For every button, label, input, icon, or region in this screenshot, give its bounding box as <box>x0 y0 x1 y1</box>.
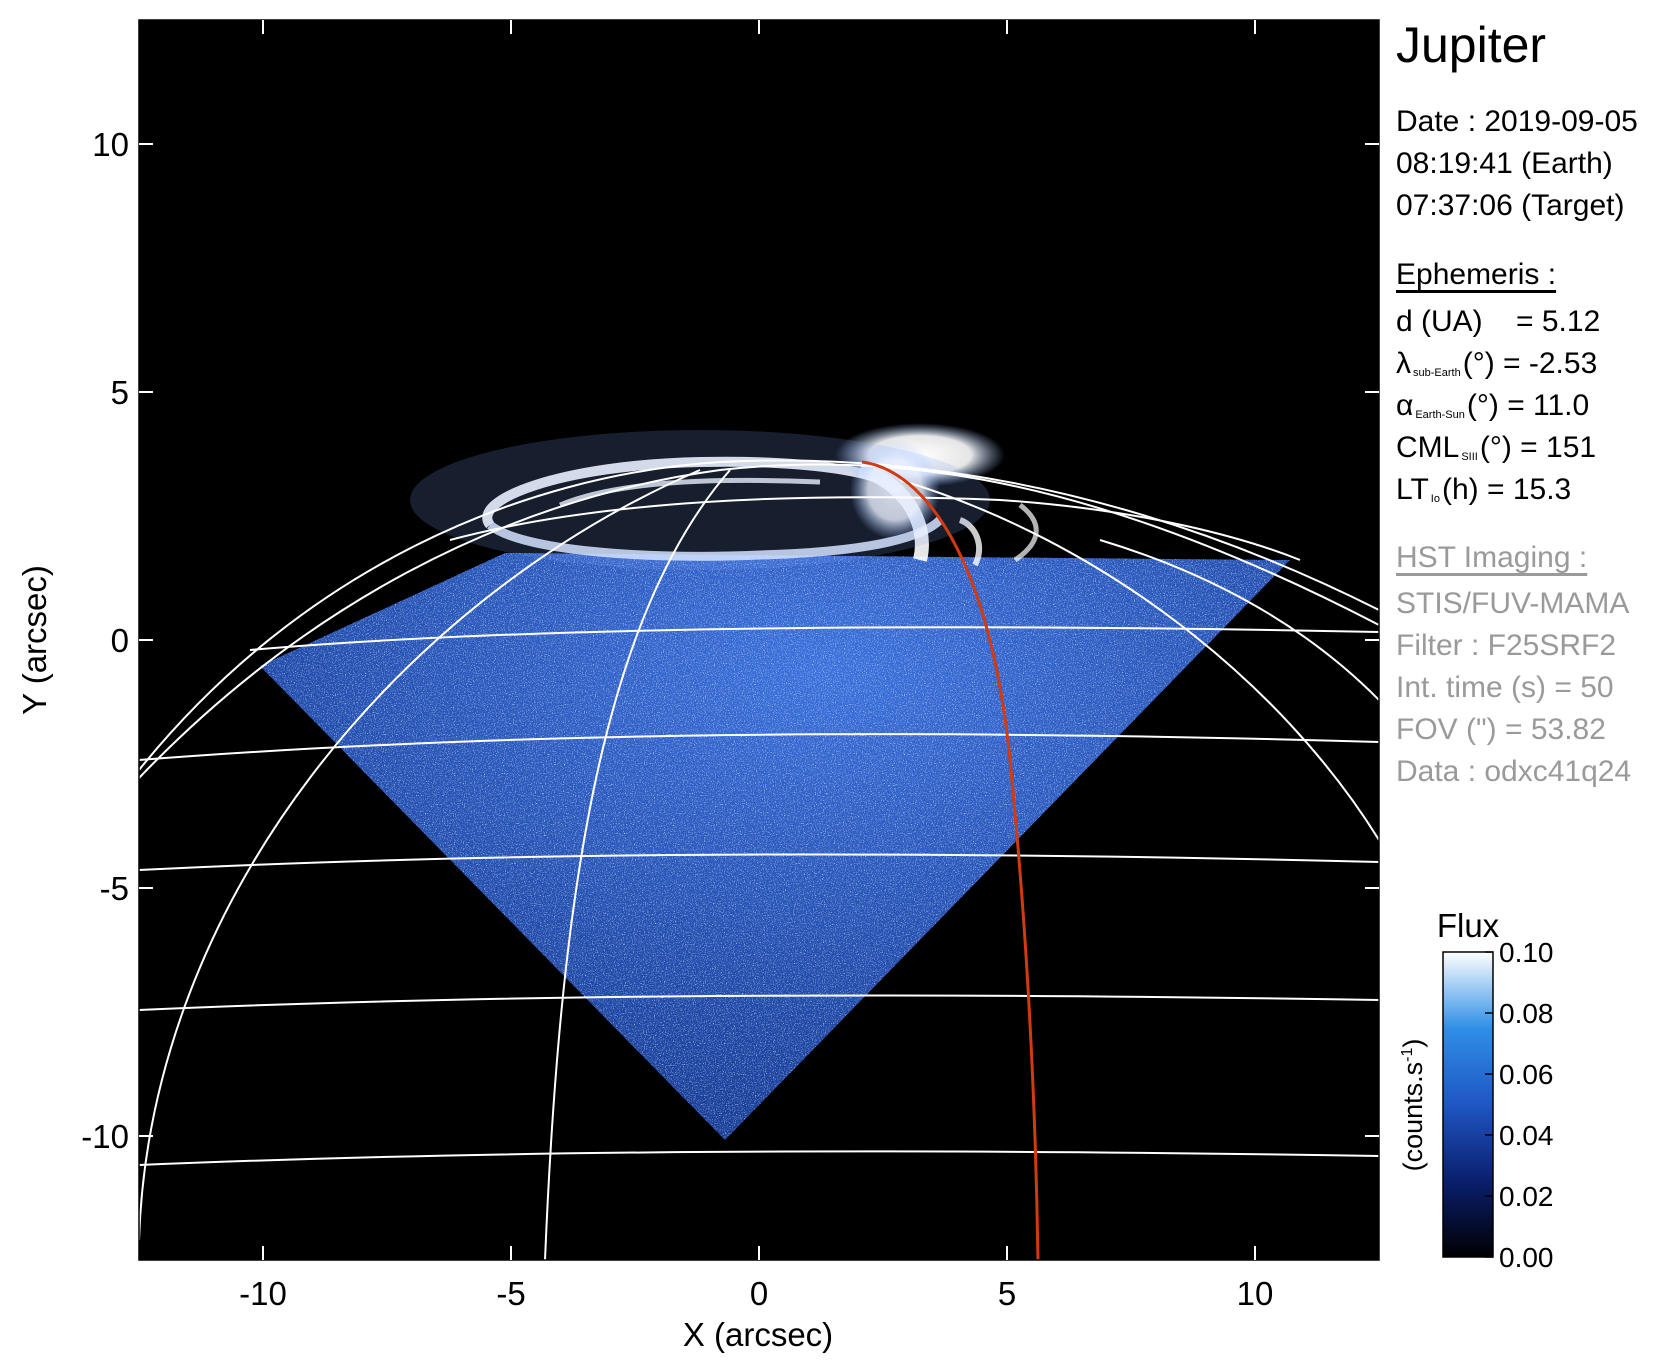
y-tick-label: -10 <box>81 1118 129 1155</box>
imaging-integration-time: Int. time (s) = 50 <box>1396 671 1614 704</box>
cml-subscript: SIII <box>1461 451 1478 463</box>
y-axis-label: Y (arcsec) <box>16 565 53 715</box>
ephemeris-cml: CML SIII(°) = 151 <box>1396 431 1596 465</box>
x-tick-label: -10 <box>239 1275 287 1312</box>
io-footprint-curve <box>861 460 1040 1260</box>
alpha-subscript: Earth-Sun <box>1415 409 1465 421</box>
colorbar-ticks: 0.00 0.02 0.04 0.06 0.08 0.10 <box>1485 937 1554 1273</box>
colorbar-tick-label: 0.00 <box>1499 1242 1554 1273</box>
alpha-symbol: α <box>1396 389 1414 422</box>
planet-title: Jupiter <box>1396 17 1547 73</box>
imaging-data-id: Data : odxc41q24 <box>1396 755 1632 788</box>
planet-grid <box>139 459 1379 1260</box>
x-tick-label: 10 <box>1237 1275 1274 1312</box>
ephemeris-sub-earth-latitude: λ sub-Earth(°) = -2.53 <box>1396 347 1597 381</box>
colorbar-unit-close: ) <box>1398 1039 1428 1048</box>
earth-time-line: 08:19:41 (Earth) <box>1396 147 1613 180</box>
ephemeris-local-time: LT Io(h) = 15.3 <box>1396 473 1571 507</box>
y-tick-label: 5 <box>111 374 129 411</box>
lambda-subscript: sub-Earth <box>1413 367 1461 379</box>
imaging-header: HST Imaging : <box>1396 541 1588 574</box>
colorbar-tick-label: 0.06 <box>1499 1059 1554 1090</box>
lt-symbol: LT <box>1396 473 1429 506</box>
lt-value: (h) = 15.3 <box>1441 473 1572 506</box>
y-tick-label: 0 <box>111 622 129 659</box>
ephemeris-distance: d (UA) = 5.12 <box>1396 305 1601 338</box>
lambda-symbol: λ <box>1396 347 1411 380</box>
colorbar-tick-label: 0.04 <box>1499 1120 1554 1151</box>
cml-value: (°) = 151 <box>1479 431 1597 464</box>
colorbar-tick-label: 0.08 <box>1499 998 1554 1029</box>
colorbar-tick-label: 0.02 <box>1499 1181 1554 1212</box>
colorbar-title: Flux <box>1437 907 1500 944</box>
x-axis-ticks: -10 -5 0 5 10 <box>239 20 1273 1312</box>
imaging-filter: Filter : F25SRF2 <box>1396 629 1617 662</box>
colorbar-tick-label: 0.10 <box>1499 937 1554 968</box>
imaging-instrument: STIS/FUV-MAMA <box>1396 587 1630 620</box>
imaging-fov: FOV (") = 53.82 <box>1396 713 1606 746</box>
x-tick-label: 0 <box>750 1275 768 1312</box>
lambda-value: (°) = -2.53 <box>1462 347 1598 380</box>
x-tick-label: -5 <box>496 1275 525 1312</box>
observed-disk-noise <box>260 553 1290 1140</box>
y-tick-label: 10 <box>92 126 129 163</box>
colorbar <box>1442 951 1494 1258</box>
colorbar-unit-power: -1 <box>1399 1048 1416 1062</box>
ephemeris-header: Ephemeris : <box>1396 258 1557 291</box>
x-tick-label: 5 <box>998 1275 1016 1312</box>
alpha-value: (°) = 11.0 <box>1466 389 1590 422</box>
colorbar-unit: (counts.s-1) <box>1398 1039 1428 1172</box>
cml-symbol: CML <box>1396 431 1460 464</box>
x-axis-label: X (arcsec) <box>683 1316 833 1353</box>
ephemeris-phase-angle: α Earth-Sun(°) = 11.0 <box>1396 389 1589 423</box>
colorbar-unit-base: (counts.s <box>1398 1062 1428 1172</box>
y-axis-ticks: -10 -5 0 5 10 <box>81 126 1379 1155</box>
date-line: Date : 2019-09-05 <box>1396 105 1638 138</box>
auroral-emission <box>410 423 1039 570</box>
target-time-line: 07:37:06 (Target) <box>1396 189 1625 222</box>
y-tick-label: -5 <box>100 870 129 907</box>
lt-subscript: Io <box>1430 493 1440 505</box>
